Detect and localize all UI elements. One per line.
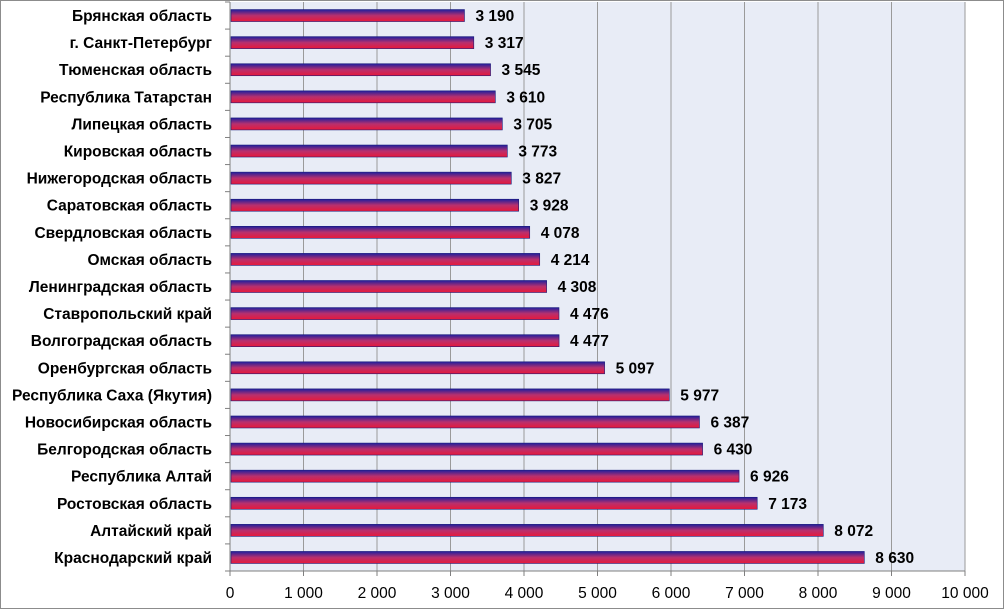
data-label: 8 072 [834, 523, 873, 540]
data-label: 5 977 [680, 387, 719, 404]
bar [230, 469, 740, 483]
bar [230, 253, 541, 266]
data-label: 4 214 [551, 252, 590, 269]
category-label: Брянская область [72, 8, 212, 25]
category-label: Волгоградская область [31, 333, 212, 350]
bar [230, 388, 670, 402]
bar [230, 171, 512, 185]
category-label: Кировская область [64, 144, 212, 161]
x-tick-label: 9 000 [872, 585, 911, 602]
bar [230, 442, 703, 456]
category-label: Республика Саха (Якутия) [12, 387, 212, 404]
x-tick-label: 2 000 [358, 585, 397, 602]
data-label: 6 430 [714, 442, 753, 459]
x-tick-label: 8 000 [799, 585, 838, 602]
bar [230, 63, 491, 77]
x-tick-label: 4 000 [505, 585, 544, 602]
data-label: 3 705 [513, 116, 552, 133]
category-label: Республика Алтай [71, 469, 212, 486]
category-label: Свердловская область [34, 225, 212, 242]
bar [230, 551, 865, 564]
data-label: 3 827 [522, 171, 561, 188]
category-label: Ленинградская область [29, 279, 212, 296]
category-label: Саратовская область [47, 198, 212, 215]
data-label: 4 078 [541, 225, 580, 242]
category-label: Липецкая область [71, 116, 212, 133]
data-label: 3 190 [475, 8, 514, 25]
bar [230, 415, 700, 429]
bar [230, 280, 547, 293]
bars [230, 9, 865, 564]
x-tick-label: 7 000 [725, 585, 764, 602]
bar [230, 144, 508, 158]
x-tick-label: 3 000 [431, 585, 470, 602]
data-label: 3 545 [502, 62, 541, 79]
bar [230, 9, 465, 22]
category-label: Алтайский край [90, 523, 212, 540]
data-label: 6 926 [750, 469, 789, 486]
category-label: г. Санкт-Петербург [70, 35, 213, 52]
bar [230, 198, 520, 212]
bar [230, 90, 496, 104]
category-label: Новосибирская область [25, 414, 212, 431]
category-label: Краснодарский край [54, 550, 212, 567]
bar [230, 496, 758, 510]
category-label: Оренбургская область [38, 360, 212, 377]
category-label: Белгородская область [37, 442, 212, 459]
data-label: 3 317 [485, 35, 524, 52]
bar [230, 524, 824, 537]
category-label: Омская область [87, 252, 212, 269]
bar [230, 307, 560, 320]
data-label: 4 308 [558, 279, 597, 296]
bar [230, 226, 531, 239]
category-label: Ростовская область [57, 496, 212, 513]
data-label: 7 173 [768, 496, 807, 513]
data-label: 5 097 [616, 360, 655, 377]
bar [230, 36, 475, 49]
data-label: 8 630 [875, 550, 914, 567]
labels: 0 1 000 2 000 3 000 4 000 5 000 6 000 7 000 8 00… [12, 8, 989, 602]
data-label: 3 773 [518, 144, 557, 161]
axes [225, 1, 966, 576]
bar [230, 117, 503, 131]
x-tick-label: 5 000 [578, 585, 617, 602]
data-label: 4 476 [570, 306, 609, 323]
data-label: 4 477 [570, 333, 609, 350]
data-label: 6 387 [710, 414, 749, 431]
category-label: Ставропольский край [43, 306, 212, 323]
x-tick-label: 1 000 [284, 585, 323, 602]
data-label: 3 610 [506, 89, 545, 106]
category-label: Республика Татарстан [40, 89, 212, 106]
x-tick-label: 0 [226, 585, 235, 602]
category-label: Нижегородская область [27, 171, 212, 188]
x-tick-label: 6 000 [652, 585, 691, 602]
data-label: 3 928 [530, 198, 569, 215]
bar [230, 361, 605, 375]
bar [230, 334, 560, 347]
category-label: Тюменская область [59, 62, 212, 79]
x-tick-label: 10 000 [941, 585, 989, 602]
